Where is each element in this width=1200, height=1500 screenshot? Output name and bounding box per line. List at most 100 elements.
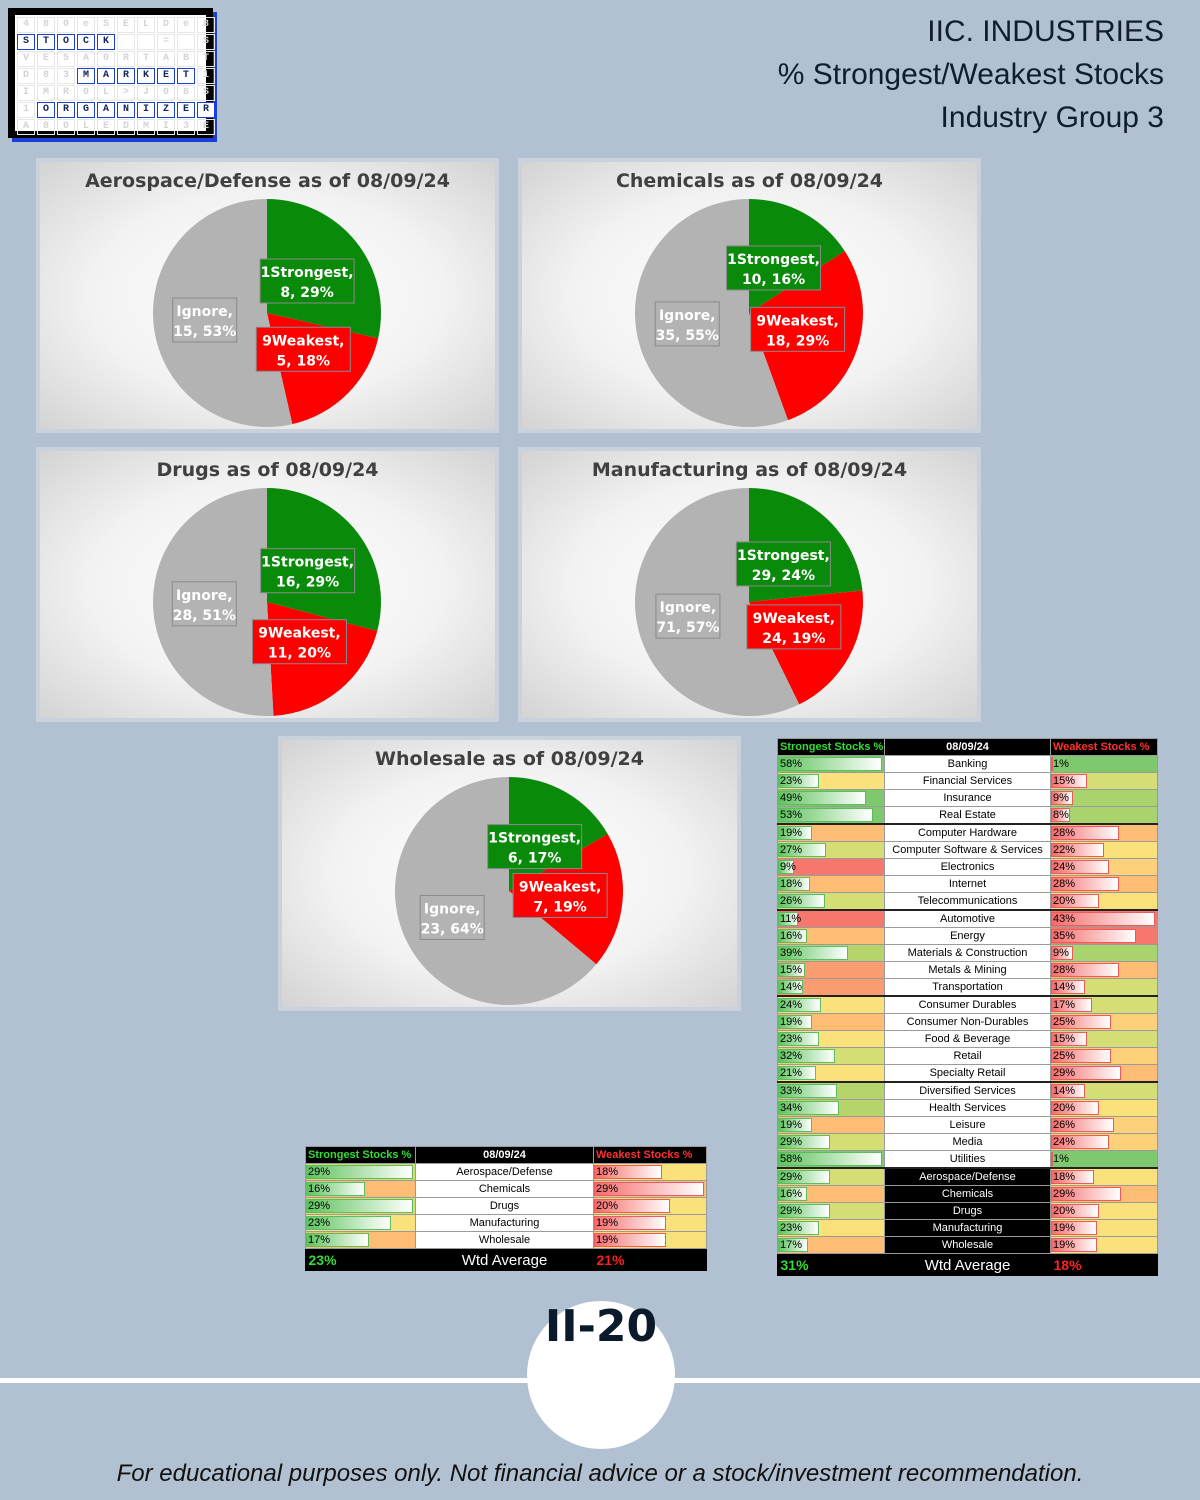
strongest-pct-value: 16% xyxy=(780,1188,803,1200)
weakest-pct-value: 25% xyxy=(1053,1050,1076,1062)
weakest-data-bar xyxy=(1051,757,1054,771)
logo-filler: M xyxy=(37,85,55,101)
chart-title: Drugs as of 08/09/24 xyxy=(156,459,379,481)
disclaimer: For educational purposes only. Not finan… xyxy=(116,1460,1084,1487)
table-row: 34% Health Services 20% xyxy=(777,1099,1158,1117)
weakest-pct-value: 19% xyxy=(1053,1239,1076,1251)
table-row: 32% Retail 25% xyxy=(777,1047,1158,1065)
strongest-data-bar xyxy=(778,1015,813,1029)
weakest-data-bar xyxy=(1051,826,1119,840)
strongest-pct-value: 11% xyxy=(780,913,802,925)
weakest-data-bar xyxy=(1051,894,1100,908)
pie-label-weakest: 9Weakest, 11, 20% xyxy=(251,619,347,665)
strongest-pct-cell: 19% xyxy=(777,1013,885,1031)
weakest-pct-value: 19% xyxy=(1053,1222,1076,1234)
logo-letter: T xyxy=(177,68,195,84)
pie-label-value: 23, 64% xyxy=(421,921,484,937)
industry-name: Health Services xyxy=(884,1099,1051,1117)
strongest-pct-value: 21% xyxy=(780,1067,803,1079)
weakest-pct-value: 15% xyxy=(1053,775,1076,787)
pie-label-name: 9Weakest, xyxy=(756,313,838,329)
table-row: 27% Computer Software & Services 22% xyxy=(777,841,1158,859)
table-header-row: Strongest Stocks % 08/09/24 Weakest Stocks… xyxy=(305,1146,707,1164)
avg-weakest-value: 18% xyxy=(1050,1253,1158,1276)
pie-label-value: 18, 29% xyxy=(766,333,829,349)
strongest-data-bar xyxy=(306,1233,369,1247)
weakest-data-bar xyxy=(1051,1015,1112,1029)
strongest-pct-cell: 18% xyxy=(777,875,885,893)
weakest-pct-value: 28% xyxy=(1053,964,1076,976)
strongest-data-bar xyxy=(778,1170,830,1184)
pie-label-value: 11, 20% xyxy=(268,646,331,662)
industry-name: Energy xyxy=(884,927,1051,945)
strongest-pct-value: 34% xyxy=(780,1102,803,1114)
logo-filler: 8 xyxy=(37,17,55,33)
weakest-pct-value: 9% xyxy=(1053,947,1069,959)
strongest-data-bar xyxy=(306,1199,413,1213)
logo-filler: e xyxy=(177,17,195,33)
pie-label-name: 1Strongest, xyxy=(261,265,354,281)
weakest-data-bar xyxy=(1051,808,1071,822)
pie-label-strongest: 1Strongest, 16, 29% xyxy=(260,548,356,594)
strongest-pct-cell: 16% xyxy=(777,1185,885,1203)
strongest-pct-value: 26% xyxy=(780,895,803,907)
industry-name: Computer Software & Services xyxy=(884,841,1051,859)
weakest-data-bar xyxy=(1051,1187,1122,1201)
weakest-pct-cell: 20% xyxy=(1050,1202,1158,1220)
table-row: 23% Manufacturing 19% xyxy=(777,1219,1158,1237)
logo-letter: E xyxy=(157,68,175,84)
strongest-pct-cell: 21% xyxy=(777,1064,885,1083)
strongest-pct-value: 29% xyxy=(308,1200,331,1212)
industry-name: Electronics xyxy=(884,858,1051,876)
strongest-pct-cell: 11% xyxy=(777,909,885,928)
strongest-data-bar xyxy=(778,877,811,891)
strongest-data-bar xyxy=(306,1216,391,1230)
weakest-pct-cell: 20% xyxy=(1050,892,1158,911)
logo-filler: D xyxy=(157,17,175,33)
logo-filler: T xyxy=(137,51,155,67)
pie-label-name: Ignore, xyxy=(176,304,233,320)
strongest-pct-cell: 23% xyxy=(777,772,885,790)
industry-name: Aerospace/Defense xyxy=(884,1167,1051,1186)
all-industries-table: Strongest Stocks % 08/09/24 Weakest Stocks… xyxy=(777,738,1158,1276)
table-row: 24% Consumer Durables 17% xyxy=(777,995,1158,1014)
pie-svg: 1Strongest, 6, 17% 9Weakest, 7, 19% Ignore, 2… xyxy=(395,777,623,1005)
pie-label-value: 28, 51% xyxy=(173,608,236,624)
pie-chart-wholesale: Wholesale as of 08/09/24 1Strongest, 6, 1… xyxy=(278,736,741,1011)
pie-label-strongest: 1Strongest, 6, 17% xyxy=(487,824,583,870)
logo-letter: T xyxy=(37,34,55,50)
logo-letter: A xyxy=(97,68,115,84)
strongest-pct-value: 29% xyxy=(780,1205,803,1217)
logo-filler: = xyxy=(157,34,175,50)
weakest-data-bar xyxy=(1051,860,1109,874)
pie-label-value: 6, 17% xyxy=(508,851,561,867)
pie-label-box xyxy=(750,306,846,352)
weakest-pct-value: 29% xyxy=(1053,1067,1076,1079)
pie-label-name: 1Strongest, xyxy=(737,548,830,564)
logo-letter: Z xyxy=(157,102,175,118)
logo-filler: e xyxy=(77,17,95,33)
strongest-pct-value: 14% xyxy=(780,981,803,993)
weakest-pct-cell: 28% xyxy=(1050,961,1158,979)
weakest-pct-cell: 25% xyxy=(1050,1013,1158,1031)
logo-filler: 3 xyxy=(57,68,75,84)
weighted-average-row: 31% Wtd Average 18% xyxy=(777,1253,1158,1276)
pie-chart-aerospace-defense: Aerospace/Defense as of 08/09/24 1Strong… xyxy=(36,158,499,433)
industry-name: Banking xyxy=(884,755,1051,773)
strongest-pct-cell: 39% xyxy=(777,944,885,962)
strongest-data-bar xyxy=(778,946,848,960)
weighted-average-row: 23% Wtd Average 21% xyxy=(305,1248,707,1271)
logo-filler: 0 xyxy=(57,119,75,135)
strongest-pct-cell: 29% xyxy=(777,1167,885,1186)
chart-title: Manufacturing as of 08/09/24 xyxy=(591,459,908,481)
strongest-pct-cell: 58% xyxy=(777,1150,885,1169)
strongest-pct-cell: 29% xyxy=(305,1197,416,1215)
weakest-pct-cell: 14% xyxy=(1050,1081,1158,1100)
strongest-pct-cell: 23% xyxy=(777,1219,885,1237)
logo-letter: M xyxy=(77,68,95,84)
strongest-data-bar xyxy=(778,1221,820,1235)
strongest-pct-value: 27% xyxy=(780,844,803,856)
strongest-pct-value: 33% xyxy=(780,1085,803,1097)
